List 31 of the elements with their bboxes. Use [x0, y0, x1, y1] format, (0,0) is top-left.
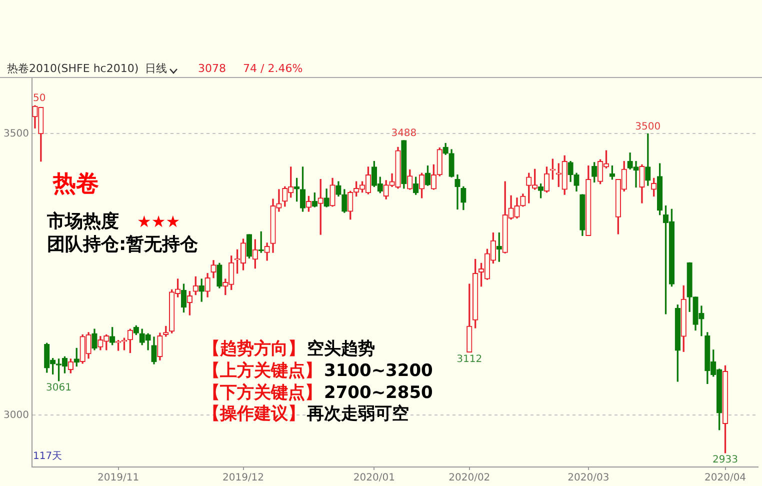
- annotation: 【上方关键点】: [203, 361, 322, 381]
- annotation: 市场热度: [47, 211, 119, 232]
- annotation: 团队持仓:暂无持仓: [47, 234, 198, 255]
- annotation: 3112: [456, 354, 482, 365]
- x-tick-label: 2020/03: [568, 472, 610, 484]
- annotation: 117天: [33, 451, 62, 462]
- annotation: 3500: [635, 121, 661, 132]
- annotation: 3488: [391, 128, 417, 140]
- annotation: 50: [33, 93, 46, 104]
- text: 日线: [145, 62, 167, 76]
- annotation: 【操作建议】: [203, 404, 305, 424]
- text: 74 / 2.46%: [243, 62, 303, 76]
- annotation: 空头趋势: [307, 339, 375, 359]
- annotation: 2933: [712, 454, 738, 466]
- annotation: 2700~2850: [324, 383, 433, 403]
- annotation: 再次走弱可空: [307, 404, 409, 424]
- annotation: ★★★: [137, 212, 180, 231]
- chart-title: 热卷2010(SHFE hc2010): [7, 62, 139, 76]
- x-tick-label: 2020/01: [353, 472, 395, 484]
- x-tick-label: 2019/11: [98, 472, 140, 484]
- annotation: 热卷: [53, 171, 99, 198]
- y-tick-label: 3000: [4, 410, 29, 421]
- x-tick-label: 2019/12: [222, 472, 264, 484]
- text: 3078: [198, 62, 226, 76]
- candlestick: [454, 174, 460, 210]
- x-tick-label: 2020/04: [704, 472, 746, 484]
- annotation: 3061: [46, 382, 72, 394]
- annotation: 【下方关键点】: [203, 383, 322, 403]
- annotation: 3100~3200: [324, 361, 433, 381]
- annotation: 【趋势方向】: [203, 339, 305, 359]
- x-tick-label: 2020/02: [448, 472, 490, 484]
